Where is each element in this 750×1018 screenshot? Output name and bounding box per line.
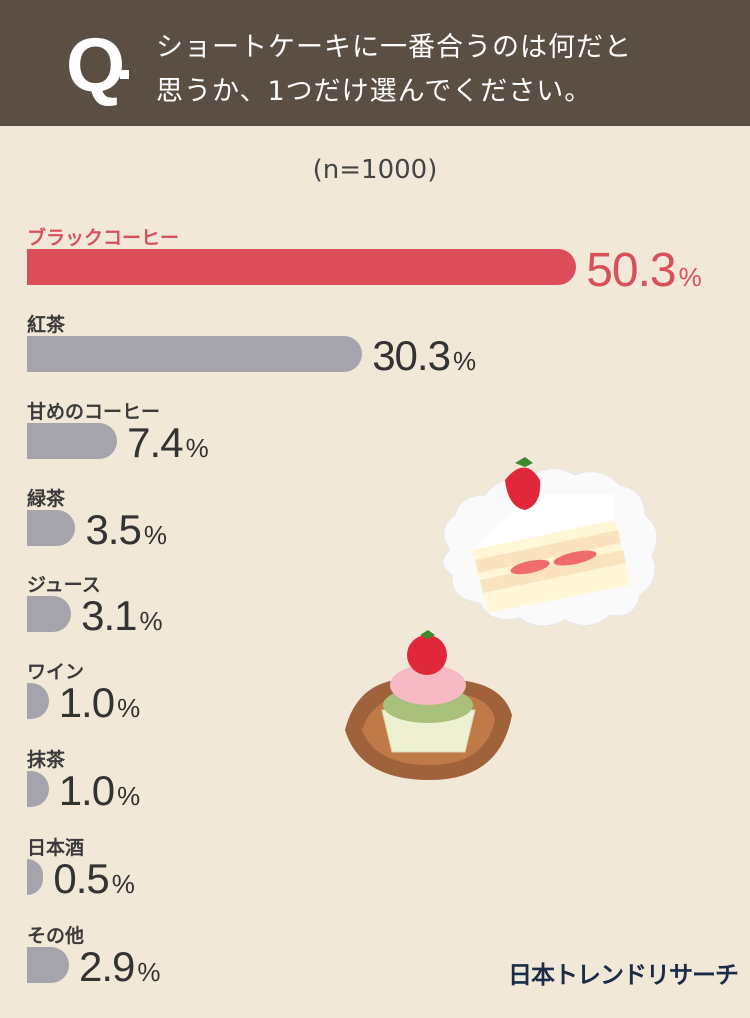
question-line-1: ショートケーキに一番合うのは何だと bbox=[156, 32, 632, 63]
category-label: 甘めのコーヒー bbox=[27, 401, 161, 423]
value-unit: % bbox=[185, 433, 209, 463]
value-label: 2.9% bbox=[79, 946, 161, 991]
bar bbox=[27, 423, 118, 459]
category-label: ブラックコーヒー bbox=[27, 227, 180, 249]
value-label: 1.0% bbox=[59, 682, 141, 727]
q-mark: Q bbox=[66, 23, 126, 108]
value-number: 7.4 bbox=[127, 419, 183, 466]
bar bbox=[27, 596, 72, 632]
value-label: 0.5% bbox=[53, 858, 135, 903]
q-dot bbox=[120, 70, 129, 79]
value-number: 3.1 bbox=[81, 592, 137, 639]
value-number: 0.5 bbox=[53, 855, 109, 902]
value-number: 3.5 bbox=[85, 506, 141, 553]
category-label: ジュース bbox=[27, 574, 101, 596]
question-text: ショートケーキに一番合うのは何だと 思うか、1つだけ選んでください。 bbox=[156, 26, 632, 114]
value-label: 50.3% bbox=[586, 247, 702, 298]
value-number: 1.0 bbox=[58, 679, 115, 726]
value-label: 30.3% bbox=[372, 335, 476, 380]
value-unit: % bbox=[139, 606, 163, 636]
bar bbox=[27, 336, 363, 372]
value-label: 7.4% bbox=[127, 422, 209, 467]
question-header: Q ショートケーキに一番合うのは何だと 思うか、1つだけ選んでください。 bbox=[0, 0, 750, 126]
bar bbox=[27, 683, 49, 719]
value-unit: % bbox=[117, 781, 140, 811]
value-unit: % bbox=[452, 346, 476, 376]
bar bbox=[27, 859, 44, 895]
bar bbox=[27, 510, 76, 546]
strawberry-cupcake-icon bbox=[345, 630, 512, 780]
value-label: 3.1% bbox=[81, 595, 163, 640]
value-number: 50.3 bbox=[586, 244, 676, 297]
value-number: 1.0 bbox=[58, 767, 115, 814]
value-label: 1.0% bbox=[59, 770, 141, 815]
value-unit: % bbox=[111, 869, 135, 899]
strawberry-shortcake-icon bbox=[442, 457, 658, 627]
category-label: 紅茶 bbox=[27, 314, 66, 336]
category-label: 抹茶 bbox=[27, 749, 66, 771]
category-label: 日本酒 bbox=[27, 837, 85, 859]
category-label: 緑茶 bbox=[27, 488, 66, 510]
value-label: 3.5% bbox=[85, 509, 167, 554]
value-number: 2.9 bbox=[79, 943, 135, 990]
value-unit: % bbox=[143, 520, 167, 550]
value-number: 30.3 bbox=[372, 332, 451, 379]
bar bbox=[27, 947, 70, 983]
value-unit: % bbox=[678, 262, 702, 292]
bar bbox=[27, 771, 49, 807]
category-label: ワイン bbox=[27, 661, 85, 683]
brand-logo: 日本トレンドリサーチ bbox=[508, 961, 739, 989]
sample-size: (n=1000) bbox=[312, 155, 438, 185]
category-label: その他 bbox=[27, 925, 85, 947]
question-line-2: 思うか、1つだけ選んでください。 bbox=[156, 76, 593, 107]
bar bbox=[27, 249, 577, 285]
value-unit: % bbox=[117, 693, 140, 723]
value-unit: % bbox=[137, 957, 160, 987]
